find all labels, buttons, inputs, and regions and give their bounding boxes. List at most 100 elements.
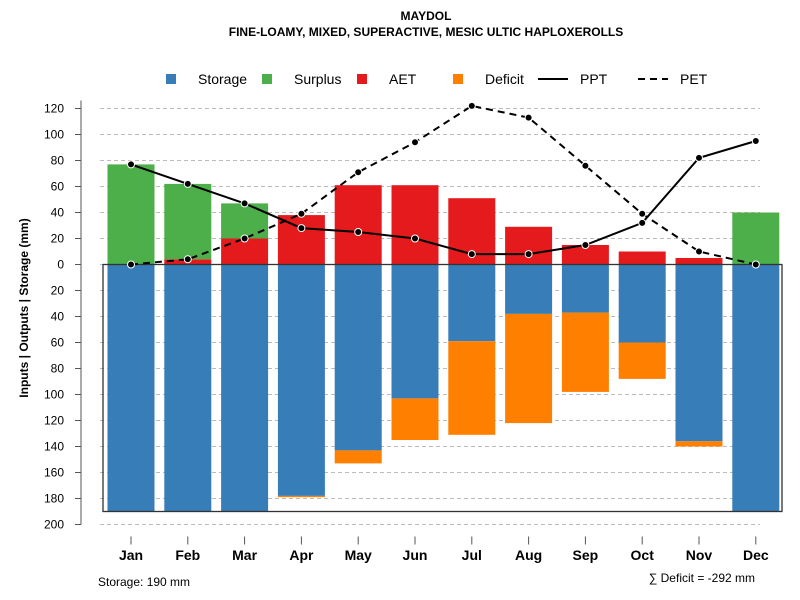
pet-point	[751, 260, 760, 269]
x-tick-label: Nov	[686, 547, 713, 563]
x-tick-label: Aug	[515, 547, 542, 563]
y-tick-label: 40	[51, 206, 65, 220]
y-axis-label: Inputs | Outputs | Storage (mm)	[17, 218, 31, 397]
legend-label-deficit: Deficit	[485, 71, 524, 87]
legend-swatch-surplus	[262, 74, 272, 84]
deficit-bar	[391, 398, 439, 440]
deficit-annotation: ∑ Deficit = -292 mm	[649, 571, 755, 585]
x-tick-label: Jun	[403, 547, 428, 563]
surplus-bar	[164, 183, 212, 260]
y-tick-label: 0	[57, 258, 64, 272]
storage-bar	[561, 264, 609, 313]
ppt-point	[297, 224, 306, 233]
storage-bar	[391, 264, 439, 399]
x-tick-label: Feb	[175, 547, 200, 563]
pet-point	[695, 247, 703, 256]
ppt-point	[524, 250, 533, 259]
pet-point	[411, 138, 419, 147]
y-tick-label: 80	[51, 362, 65, 376]
pet-point	[240, 234, 249, 243]
legend-label-storage: Storage	[198, 71, 247, 87]
x-tick-label: Mar	[232, 547, 257, 563]
pet-point	[638, 209, 647, 218]
ppt-point	[695, 153, 703, 162]
y-tick-label: 120	[44, 102, 64, 116]
deficit-bar	[334, 450, 382, 464]
chart-title: MAYDOL	[401, 9, 452, 23]
pet-point	[127, 260, 135, 269]
pet-point	[297, 209, 306, 218]
y-tick-label: 60	[51, 336, 65, 350]
x-tick-label: Jan	[119, 547, 143, 563]
ppt-point	[581, 241, 590, 249]
pet-point	[581, 161, 590, 170]
y-tick-label: 100	[44, 388, 64, 402]
deficit-bar	[561, 312, 609, 392]
ppt-point	[354, 228, 363, 236]
legend-swatch-storage	[166, 74, 176, 84]
ppt-point	[751, 137, 760, 145]
y-tick-label: 60	[51, 180, 65, 194]
storage-annotation: Storage: 190 mm	[98, 575, 190, 589]
storage-bar	[334, 264, 382, 451]
storage-bar	[618, 264, 666, 343]
y-tick-label: 20	[51, 232, 65, 246]
pet-point	[354, 168, 363, 177]
pet-point	[467, 101, 476, 110]
storage-bar	[107, 264, 155, 512]
legend-label-ppt: PPT	[580, 71, 608, 87]
y-tick-label: 120	[44, 414, 64, 428]
ppt-line	[130, 140, 757, 256]
y-tick-label: 140	[44, 440, 64, 454]
deficit-bar	[448, 341, 496, 435]
aet-bar	[561, 245, 609, 265]
storage-bar	[505, 264, 553, 314]
legend-swatch-deficit	[453, 74, 463, 84]
y-tick-label: 80	[51, 154, 65, 168]
ppt-point	[183, 179, 192, 188]
surplus-bar	[107, 164, 155, 265]
x-tick-label: Jul	[462, 547, 482, 563]
x-tick-label: Apr	[289, 547, 314, 563]
storage-capacity-box	[102, 263, 783, 513]
storage-bar	[221, 264, 269, 512]
x-tick-label: Sep	[573, 547, 599, 563]
x-tick-label: May	[345, 547, 372, 563]
aet-bar	[618, 251, 666, 265]
legend-label-aet: AET	[389, 71, 417, 87]
surplus-bar	[732, 212, 780, 265]
pet-point	[183, 255, 192, 264]
storage-bar	[448, 264, 496, 342]
x-tick-label: Oct	[631, 547, 655, 563]
storage-bar	[164, 264, 212, 512]
chart-subtitle: FINE-LOAMY, MIXED, SUPERACTIVE, MESIC UL…	[229, 25, 623, 39]
y-tick-label: 180	[44, 492, 64, 506]
y-tick-label: 160	[44, 466, 64, 480]
ppt-point	[240, 199, 249, 208]
ppt-point	[467, 250, 476, 259]
storage-bar	[277, 264, 325, 496]
aet-bar	[334, 185, 382, 265]
storage-bar	[732, 264, 780, 512]
pet-point	[524, 113, 533, 122]
ppt-point	[411, 234, 419, 243]
storage-bar	[675, 264, 723, 442]
deficit-bar	[618, 342, 666, 379]
aet-bar	[505, 226, 553, 265]
ppt-point	[127, 160, 135, 169]
aet-bar	[221, 238, 269, 265]
surplus-bar	[221, 203, 269, 239]
deficit-bar	[675, 441, 723, 447]
aet-bar	[277, 215, 325, 265]
y-tick-label: 100	[44, 128, 64, 142]
aet-bar	[675, 258, 723, 265]
legend-swatch-aet	[357, 74, 367, 84]
y-tick-label: 20	[51, 284, 65, 298]
legend-label-surplus: Surplus	[294, 71, 341, 87]
deficit-bar	[277, 495, 325, 498]
ppt-point	[638, 218, 647, 227]
deficit-bar	[505, 313, 553, 424]
aet-bar	[391, 185, 439, 265]
